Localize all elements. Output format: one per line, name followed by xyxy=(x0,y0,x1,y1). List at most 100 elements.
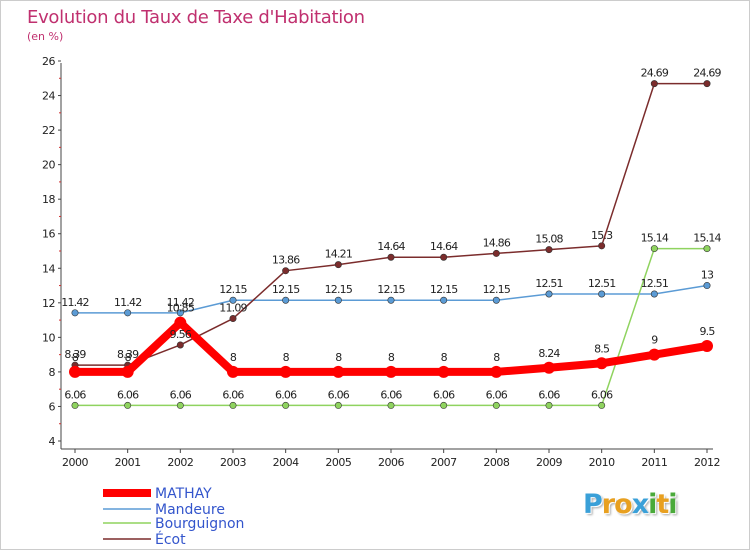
x-tick-label: 2011 xyxy=(641,456,667,469)
data-label: 6.06 xyxy=(64,388,86,401)
data-label: 11.09 xyxy=(219,302,247,315)
data-point xyxy=(492,296,500,304)
data-label: 6.06 xyxy=(380,388,402,401)
data-point xyxy=(598,290,606,298)
data-label: 8 xyxy=(388,351,395,364)
chart-unit: (en %) xyxy=(27,30,64,43)
logo-letter: P xyxy=(583,489,603,520)
data-label: 6.06 xyxy=(328,388,350,401)
y-tick-label: 14 xyxy=(42,262,55,275)
data-label: 14.21 xyxy=(325,248,353,261)
data-label: 15.14 xyxy=(693,232,721,245)
data-label: 6.06 xyxy=(538,388,560,401)
data-point xyxy=(440,401,448,409)
data-label: 14.64 xyxy=(430,240,458,253)
x-tick-label: 2001 xyxy=(115,456,141,469)
data-point xyxy=(282,401,290,409)
data-point xyxy=(176,309,184,317)
data-label: 8 xyxy=(493,351,500,364)
x-tick-label: 2006 xyxy=(378,456,404,469)
data-point xyxy=(703,245,711,253)
x-tick-label: 2008 xyxy=(483,456,509,469)
data-label: 6.06 xyxy=(433,388,455,401)
data-label: 14.86 xyxy=(483,236,511,249)
legend-label: MATHAY xyxy=(155,486,212,502)
data-label: 8.39 xyxy=(117,348,139,361)
data-point xyxy=(387,401,395,409)
data-label: 8.39 xyxy=(64,348,86,361)
data-label: 8 xyxy=(283,351,290,364)
data-point xyxy=(121,365,134,378)
y-tick-label: 4 xyxy=(49,435,56,448)
y-tick-label: 18 xyxy=(42,193,55,206)
data-label: 9.56 xyxy=(170,328,192,341)
legend-label: Écot xyxy=(155,531,186,548)
data-point xyxy=(279,365,292,378)
data-point xyxy=(703,282,711,290)
data-point xyxy=(701,340,713,352)
logo-letter: i xyxy=(668,489,677,520)
x-tick-label: 2010 xyxy=(589,456,615,469)
legend-label: Bourguignon xyxy=(155,516,244,532)
data-point xyxy=(282,267,290,275)
data-point xyxy=(545,401,553,409)
data-label: 6.06 xyxy=(170,388,192,401)
data-label: 6.06 xyxy=(275,388,297,401)
data-point xyxy=(174,316,187,329)
data-point xyxy=(703,80,711,88)
data-label: 10.85 xyxy=(167,302,195,315)
data-point xyxy=(492,249,500,257)
data-label: 12.15 xyxy=(377,283,405,296)
x-tick-label: 2012 xyxy=(694,456,720,469)
data-label: 15.3 xyxy=(591,229,613,242)
data-point xyxy=(595,357,608,370)
data-point xyxy=(69,365,81,378)
data-point xyxy=(385,365,397,378)
x-tick-label: 2009 xyxy=(536,456,562,469)
data-label: 12.15 xyxy=(483,283,511,296)
data-point xyxy=(545,290,553,298)
data-label: 24.69 xyxy=(693,67,721,80)
data-point xyxy=(176,401,184,409)
data-label: 8.24 xyxy=(538,347,560,360)
data-point xyxy=(440,296,448,304)
logo-letter: x xyxy=(631,489,649,520)
x-tick-label: 2000 xyxy=(62,456,88,469)
data-label: 12.51 xyxy=(641,277,669,290)
y-tick-label: 22 xyxy=(42,124,55,137)
data-point xyxy=(648,348,661,361)
data-label: 11.42 xyxy=(61,296,89,309)
data-point xyxy=(334,401,342,409)
y-tick-label: 6 xyxy=(49,400,56,413)
data-label: 9.5 xyxy=(699,325,715,338)
data-label: 12.15 xyxy=(272,283,300,296)
legend-label: Mandeure xyxy=(155,502,225,518)
data-label: 13 xyxy=(701,269,714,282)
y-tick-label: 16 xyxy=(42,228,55,241)
data-label: 8 xyxy=(230,351,237,364)
y-tick-label: 24 xyxy=(42,90,55,103)
data-point xyxy=(229,315,237,323)
data-point xyxy=(176,341,184,349)
data-point xyxy=(650,80,658,88)
data-point xyxy=(227,365,239,378)
data-label: 6.06 xyxy=(486,388,508,401)
data-label: 15.08 xyxy=(535,233,563,246)
data-point xyxy=(543,361,555,374)
y-tick-label: 8 xyxy=(49,366,56,379)
x-tick-label: 2003 xyxy=(220,456,246,469)
data-point xyxy=(282,296,290,304)
data-label: 12.51 xyxy=(588,277,616,290)
data-label: 8 xyxy=(72,351,79,364)
data-label: 12.15 xyxy=(219,283,247,296)
logo-letter: r xyxy=(601,489,615,520)
data-label: 11.42 xyxy=(167,296,195,309)
logo-letter: o xyxy=(614,489,633,520)
data-point xyxy=(124,401,132,409)
data-point xyxy=(650,245,658,253)
data-point xyxy=(598,401,606,409)
data-point xyxy=(598,242,606,250)
data-point xyxy=(71,401,79,409)
data-point xyxy=(334,296,342,304)
